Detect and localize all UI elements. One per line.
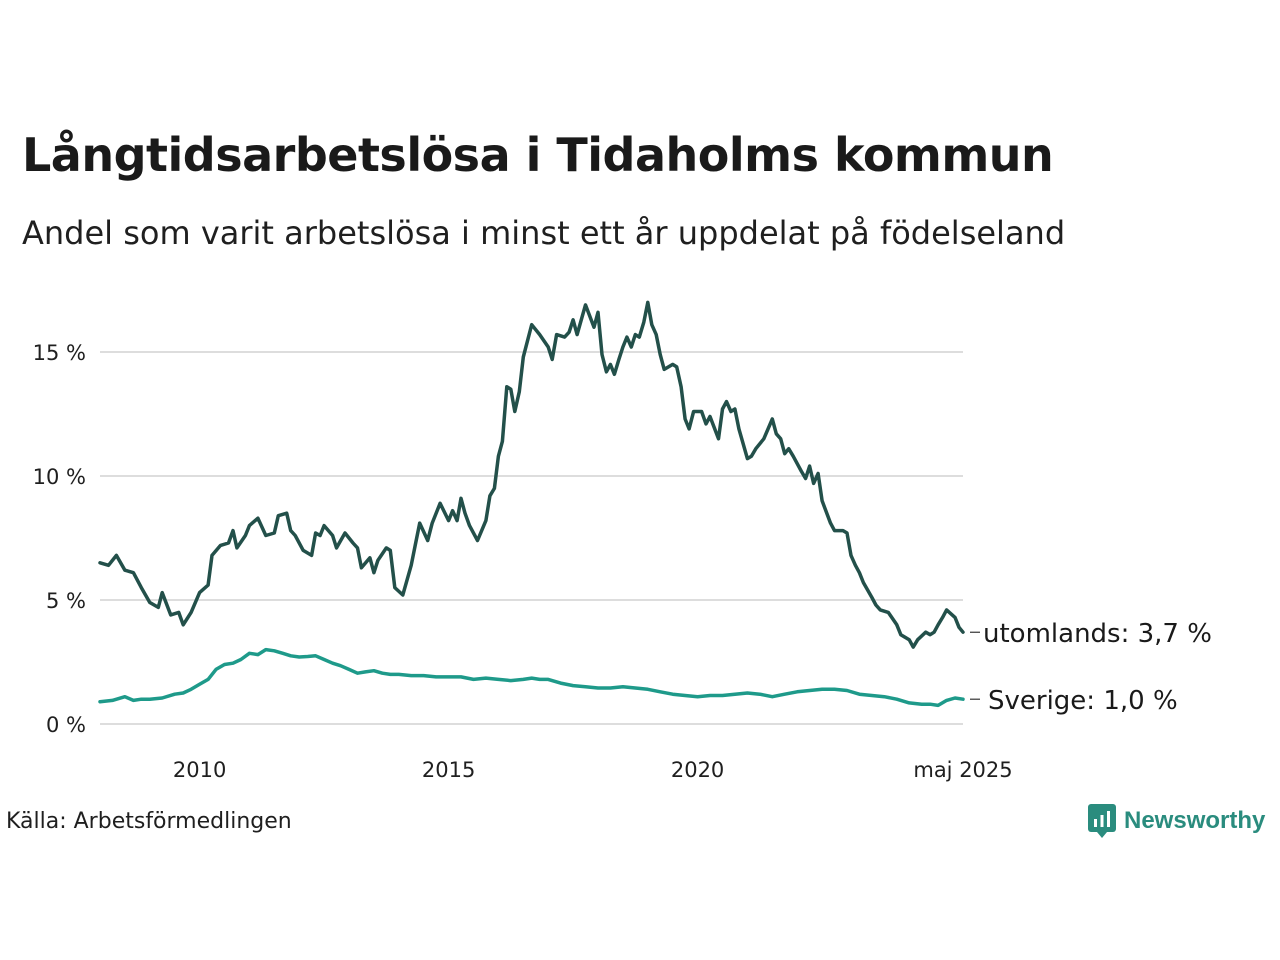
y-tick-label: 5 %	[46, 589, 86, 613]
x-tick-label: 2010	[173, 758, 226, 782]
series-line-utomlands	[98, 300, 965, 649]
y-tick-label: 10 %	[33, 465, 86, 489]
chart-subtitle: Andel som varit arbetslösa i minst ett å…	[22, 214, 1066, 252]
x-tick-label: 2020	[671, 758, 724, 782]
end-label-sverige: Sverige: 1,0 %	[988, 686, 1178, 716]
x-tick-label: 2015	[422, 758, 475, 782]
series-layer	[98, 300, 965, 708]
brand-name: Newsworthy	[1124, 807, 1266, 834]
y-tick-label: 0 %	[46, 713, 86, 737]
newsworthy-logo-icon	[1088, 804, 1116, 838]
end-label-utomlands: utomlands: 3,7 %	[983, 619, 1212, 649]
x-tick-label: maj 2025	[913, 758, 1012, 782]
brand-logo[interactable]: Newsworthy	[1088, 804, 1265, 838]
chart-title: Långtidsarbetslösa i Tidaholms kommun	[22, 128, 1054, 182]
label-layer: 0 % 5 % 10 % 15 % 2010 2015 2020 maj 2025 utomla…	[33, 341, 1212, 782]
y-tick-label: 15 %	[33, 341, 86, 365]
series-line-sverige	[98, 647, 965, 708]
source-note: Källa: Arbetsförmedlingen	[6, 809, 292, 834]
